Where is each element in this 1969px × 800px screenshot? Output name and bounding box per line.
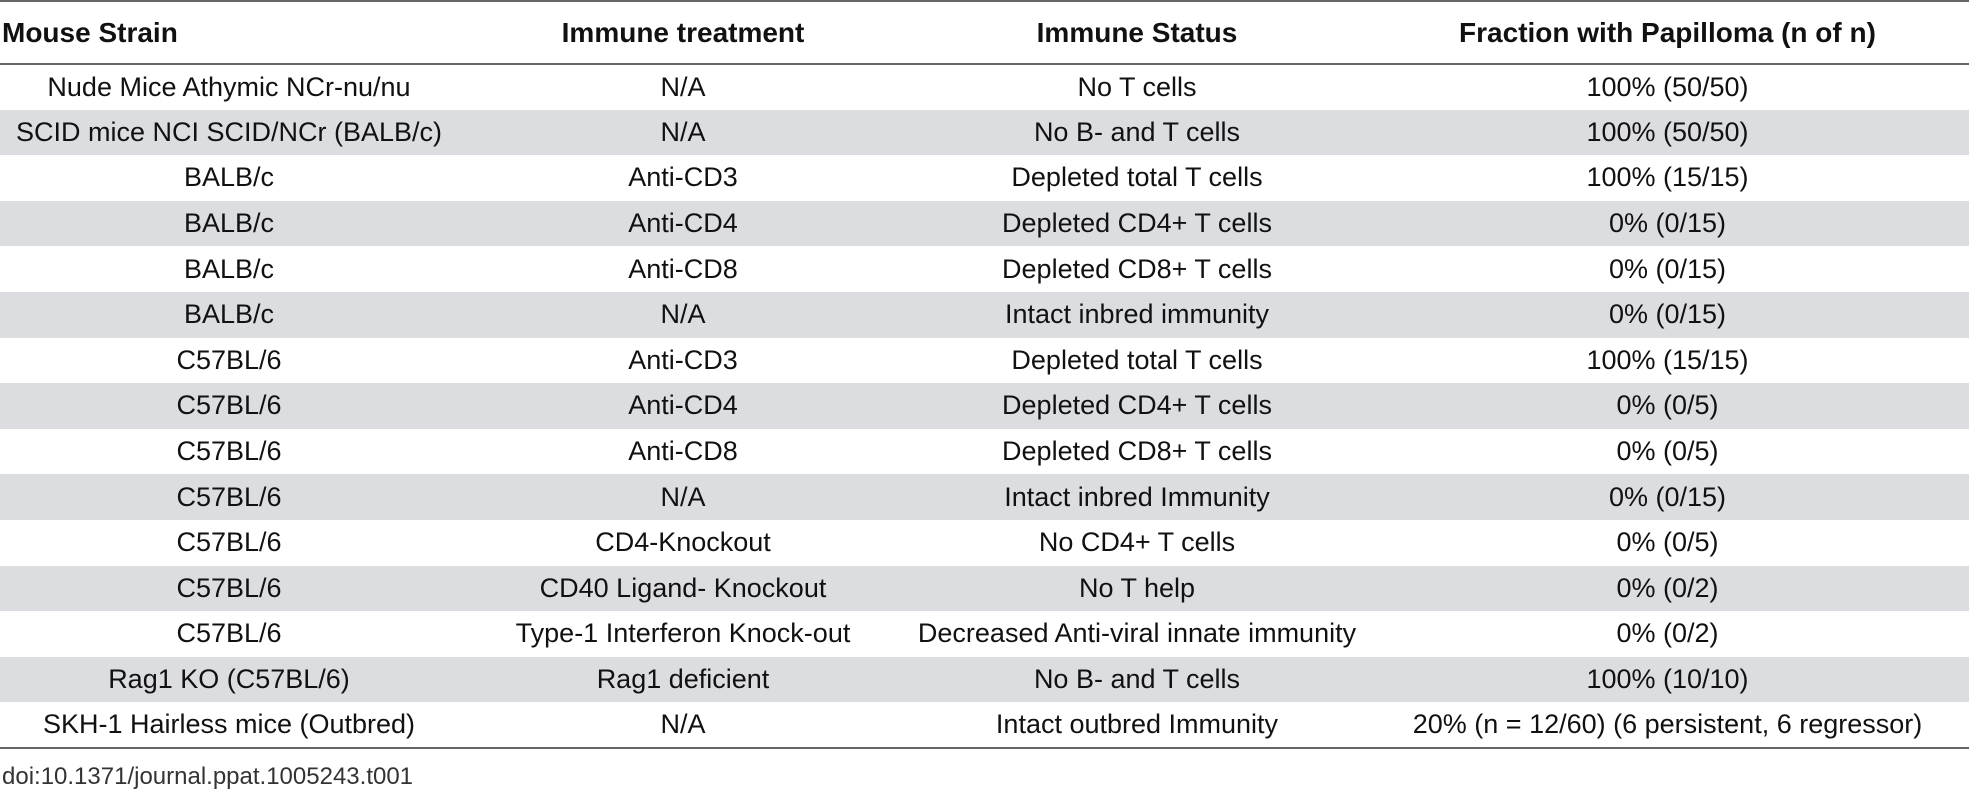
table-row: BALB/c Anti-CD3 Depleted total T cells 100%… <box>0 155 1969 201</box>
table-header: Mouse Strain Immune treatment Immune Sta… <box>0 0 1969 65</box>
header-fraction-papilloma: Fraction with Papilloma (n of n) <box>1366 0 1969 65</box>
cell-immune-treatment: Anti-CD3 <box>628 162 738 193</box>
cell-immune-treatment: Anti-CD3 <box>628 344 738 375</box>
cell-immune-status: Intact outbred Immunity <box>908 702 1366 749</box>
table-row: C57BL/6 N/A Intact inbred Immunity 0% (0/15… <box>0 474 1969 520</box>
table-row: BALB/c N/A Intact inbred immunity 0% (0/15) <box>0 291 1969 338</box>
cell-fraction-papilloma: 0% (0/15) <box>1366 291 1969 338</box>
cell-fraction-papilloma: 100% (10/10) <box>1366 656 1969 703</box>
cell-immune-status: Depleted total T cells <box>1011 344 1263 375</box>
cell-fraction-papilloma: 0% (0/15) <box>1366 474 1969 520</box>
cell-immune-status: Depleted total T cells <box>1011 162 1263 193</box>
table-row: C57BL/6 Type-1 Interferon Knock-out Decrea… <box>0 611 1969 657</box>
cell-fraction-papilloma: 0% (0/2) <box>1366 565 1969 612</box>
cell-immune-treatment: Anti-CD4 <box>458 383 908 429</box>
doi-caption: doi:10.1371/journal.ppat.1005243.t001 <box>2 763 414 790</box>
cell-immune-treatment: Anti-CD8 <box>628 253 738 284</box>
cell-mouse-strain: C57BL/6 <box>176 618 282 649</box>
cell-fraction-papilloma: 0% (0/2) <box>1616 618 1719 649</box>
cell-immune-status: Depleted CD8+ T cells <box>1002 436 1272 467</box>
table-row: SKH-1 Hairless mice (Outbred) N/A Intact o… <box>0 702 1969 749</box>
cell-immune-status: Intact inbred immunity <box>908 291 1366 338</box>
cell-immune-status: No CD4+ T cells <box>1038 527 1236 558</box>
cell-fraction-papilloma: 0% (0/5) <box>1366 383 1969 429</box>
table-row: BALB/c Anti-CD4 Depleted CD4+ T cells 0% (0… <box>0 200 1969 247</box>
cell-immune-status: Intact inbred Immunity <box>908 474 1366 520</box>
table-body: Nude Mice Athymic NCr-nu/nu N/A No T cells… <box>0 64 1969 749</box>
cell-mouse-strain: C57BL/6 <box>176 527 282 558</box>
table-row: SCID mice NCI SCID/NCr (BALB/c) N/A No B- … <box>0 109 1969 156</box>
table-row: C57BL/6 Anti-CD3 Depleted total T cells 100… <box>0 338 1969 384</box>
cell-immune-treatment: Type-1 Interferon Knock-out <box>515 618 851 649</box>
cell-immune-treatment: CD40 Ligand- Knockout <box>458 565 908 612</box>
header-row: Mouse Strain Immune treatment Immune Sta… <box>0 0 1969 65</box>
table-row: C57BL/6 Anti-CD8 Depleted CD8+ T cells 0% (… <box>0 429 1969 475</box>
cell-immune-treatment: N/A <box>458 474 908 520</box>
cell-mouse-strain: C57BL/6 <box>0 383 458 429</box>
cell-mouse-strain: BALB/c <box>183 162 275 193</box>
table-row: C57BL/6 CD4-Knockout No CD4+ T cells 0% (0/… <box>0 520 1969 566</box>
cell-fraction-papilloma: 100% (50/50) <box>1366 109 1969 156</box>
table-row: BALB/c Anti-CD8 Depleted CD8+ T cells 0% (0… <box>0 246 1969 292</box>
cell-mouse-strain: SCID mice NCI SCID/NCr (BALB/c) <box>0 109 458 156</box>
cell-mouse-strain: BALB/c <box>183 253 275 284</box>
header-immune-status: Immune Status <box>908 0 1366 65</box>
cell-fraction-papilloma: 100% (15/15) <box>1586 344 1749 375</box>
cell-fraction-papilloma: 0% (0/15) <box>1366 200 1969 247</box>
cell-fraction-papilloma: 0% (0/5) <box>1616 527 1719 558</box>
table-row: Rag1 KO (C57BL/6) Rag1 deficient No B- and… <box>0 656 1969 703</box>
cell-immune-status: Decreased Anti-viral innate immunity <box>917 618 1357 649</box>
cell-immune-treatment: Rag1 deficient <box>458 656 908 703</box>
cell-immune-status: No T cells <box>1077 71 1197 102</box>
table-row: C57BL/6 Anti-CD4 Depleted CD4+ T cells 0% (… <box>0 383 1969 429</box>
cell-immune-status: No B- and T cells <box>908 656 1366 703</box>
cell-mouse-strain: C57BL/6 <box>176 344 282 375</box>
cell-immune-treatment: Anti-CD4 <box>458 200 908 247</box>
cell-fraction-papilloma: 0% (0/5) <box>1616 436 1719 467</box>
cell-immune-status: No T help <box>908 565 1366 612</box>
cell-fraction-papilloma: 0% (0/15) <box>1608 253 1727 284</box>
cell-fraction-papilloma: 100% (50/50) <box>1586 71 1749 102</box>
table-row: C57BL/6 CD40 Ligand- Knockout No T help 0% … <box>0 565 1969 612</box>
cell-mouse-strain: Rag1 KO (C57BL/6) <box>0 656 458 703</box>
cell-immune-treatment: Anti-CD8 <box>628 436 738 467</box>
cell-immune-status: Depleted CD4+ T cells <box>908 383 1366 429</box>
cell-mouse-strain: BALB/c <box>0 200 458 247</box>
cell-mouse-strain: C57BL/6 <box>0 565 458 612</box>
cell-mouse-strain: C57BL/6 <box>0 474 458 520</box>
cell-immune-treatment: N/A <box>660 71 706 102</box>
cell-fraction-papilloma: 20% (n = 12/60) (6 persistent, 6 regress… <box>1366 702 1969 749</box>
cell-immune-treatment: N/A <box>458 291 908 338</box>
cell-immune-treatment: N/A <box>458 702 908 749</box>
header-immune-treatment: Immune treatment <box>458 0 908 65</box>
cell-fraction-papilloma: 100% (15/15) <box>1586 162 1749 193</box>
cell-mouse-strain: BALB/c <box>0 291 458 338</box>
cell-immune-treatment: CD4-Knockout <box>595 527 771 558</box>
header-mouse-strain: Mouse Strain <box>0 0 458 65</box>
papilloma-table: Mouse Strain Immune treatment Immune Sta… <box>0 0 1969 749</box>
cell-mouse-strain: SKH-1 Hairless mice (Outbred) <box>0 702 458 749</box>
cell-immune-status: Depleted CD8+ T cells <box>1002 253 1272 284</box>
cell-immune-status: No B- and T cells <box>908 109 1366 156</box>
cell-immune-treatment: N/A <box>458 109 908 156</box>
cell-immune-status: Depleted CD4+ T cells <box>908 200 1366 247</box>
cell-mouse-strain: Nude Mice Athymic NCr-nu/nu <box>47 71 411 102</box>
cell-mouse-strain: C57BL/6 <box>176 436 282 467</box>
data-table-container: Mouse Strain Immune treatment Immune Sta… <box>0 0 1969 749</box>
table-row: Nude Mice Athymic NCr-nu/nu N/A No T cells… <box>0 64 1969 110</box>
